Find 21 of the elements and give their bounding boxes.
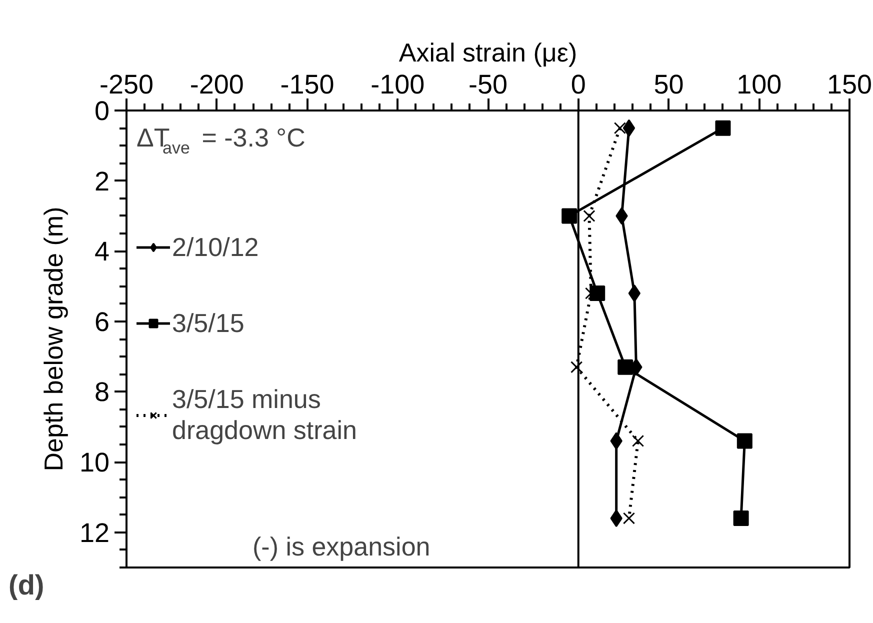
y-tick-label: 4 [94, 236, 110, 267]
y-tick-label: 12 [79, 518, 110, 548]
y-tick-label: 8 [94, 377, 110, 408]
x-tick-label: -200 [190, 70, 244, 100]
x-tick-label: -100 [370, 70, 425, 100]
y-tick-label: 6 [94, 306, 110, 337]
x-tick-label: -150 [280, 70, 334, 100]
x-tick-label: -50 [468, 70, 508, 100]
y-tick-label: 2 [94, 166, 110, 196]
legend-label: 3/5/15 minus dragdown strain [172, 384, 357, 446]
x-tick-label: 100 [736, 70, 782, 100]
x-tick-label: 50 [654, 70, 684, 100]
annotation: (-) is expansion [252, 532, 430, 562]
x-tick-label: 0 [570, 70, 586, 100]
y-tick-label: 10 [79, 448, 110, 478]
text: (d) [8, 570, 44, 600]
legend-label: 3/5/15 [172, 308, 244, 338]
x-tick-label: 150 [826, 70, 872, 100]
y-axis-title: Depth below grade (m) [38, 206, 68, 472]
x-axis-title: Axial strain (με) [398, 38, 578, 68]
legend-label: 2/10/12 [172, 232, 259, 262]
